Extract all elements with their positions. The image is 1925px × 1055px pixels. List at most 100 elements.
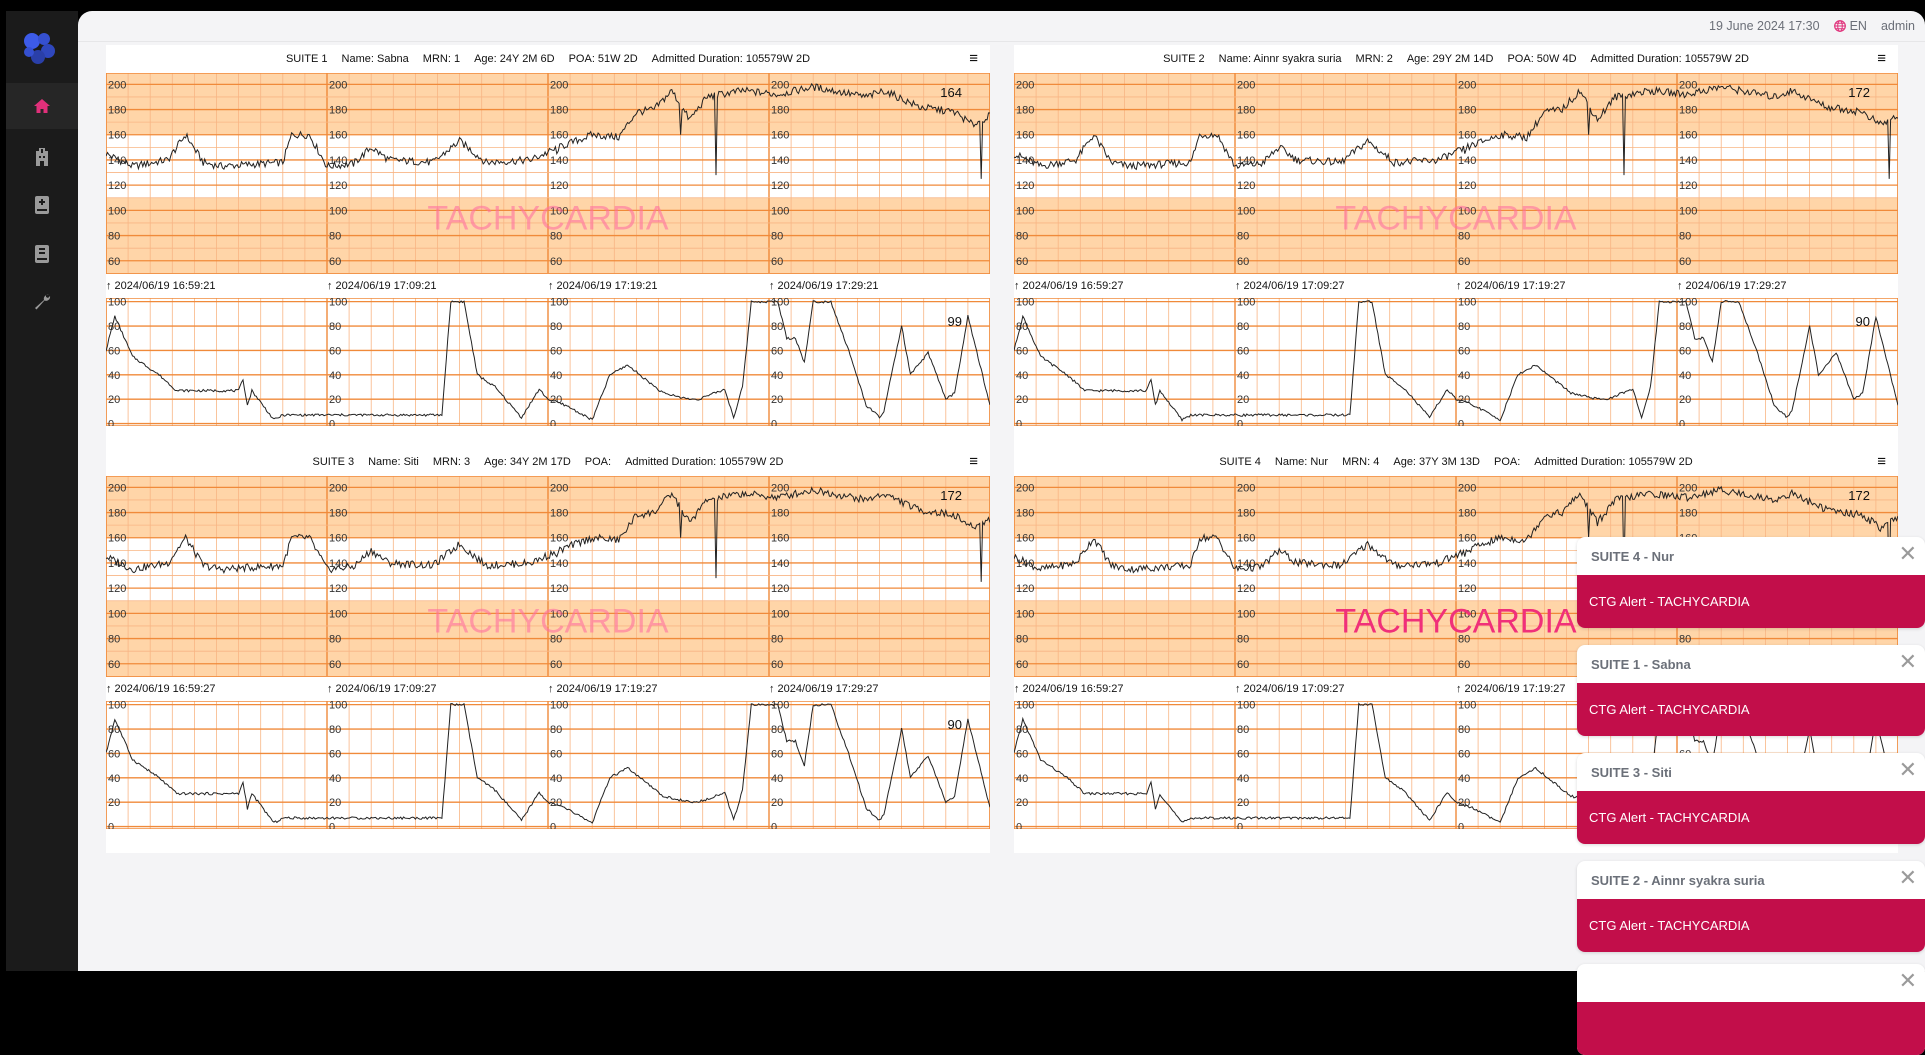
y-tick-label: 120: [329, 583, 347, 595]
y-tick-label: 200: [550, 79, 568, 91]
sidebar-item-book[interactable]: [6, 231, 78, 277]
y-tick-label: 120: [1458, 180, 1476, 192]
alert-watermark: TACHYCARDIA: [427, 199, 668, 237]
y-tick-label: 60: [550, 659, 562, 671]
time-marker: ↑ 2024/06/19 17:29:21: [769, 280, 879, 292]
y-tick-label: 0: [1679, 419, 1685, 426]
notification-message: CTG Alert - TACHYCARDIA: [1577, 575, 1925, 628]
hamburger-menu-icon[interactable]: ≡: [1877, 50, 1886, 67]
y-tick-label: 100: [1016, 608, 1034, 620]
y-tick-label: 100: [771, 608, 789, 620]
y-tick-label: 80: [550, 724, 562, 736]
y-tick-label: 80: [108, 231, 120, 243]
y-tick-label: 160: [550, 533, 568, 545]
notification-message: CTG Alert - TACHYCARDIA: [1577, 683, 1925, 736]
time-markers: ↑ 2024/06/19 16:59:27 ↑ 2024/06/19 17:09:…: [106, 678, 990, 701]
y-tick-label: 200: [1458, 482, 1476, 494]
hamburger-menu-icon[interactable]: ≡: [969, 50, 978, 67]
y-tick-label: 60: [771, 748, 783, 760]
y-tick-label: 80: [1679, 321, 1691, 333]
y-tick-label: 0: [329, 822, 335, 829]
y-tick-label: 40: [1237, 773, 1249, 785]
alert-watermark: TACHYCARDIA: [1335, 602, 1576, 640]
y-tick-label: 120: [329, 180, 347, 192]
sidebar-item-hospital[interactable]: [6, 134, 78, 180]
patient-name: Name: Siti: [368, 456, 419, 468]
time-marker: ↑ 2024/06/19 17:19:27: [1456, 280, 1566, 292]
close-icon[interactable]: ✕: [1898, 865, 1917, 890]
alert-watermark: TACHYCARDIA: [427, 602, 668, 640]
monitor-header: SUITE 4 Name: Nur MRN: 4 Age: 37Y 3M 13D POA…: [1014, 448, 1898, 476]
sidebar-item-home[interactable]: [6, 83, 78, 129]
y-tick-label: 80: [771, 321, 783, 333]
y-tick-label: 100: [1237, 298, 1255, 309]
sidebar-item-medical-records[interactable]: [6, 182, 78, 228]
medical-book-icon: [35, 196, 49, 214]
y-tick-label: 180: [1458, 508, 1476, 520]
y-tick-label: 60: [329, 748, 341, 760]
y-tick-label: 120: [1237, 583, 1255, 595]
alert-notification[interactable]: ✕: [1577, 964, 1925, 1055]
monitor-header: SUITE 2 Name: Ainnr syakra suria MRN: 2 Age…: [1014, 45, 1898, 73]
user-menu[interactable]: admin: [1880, 19, 1915, 33]
y-tick-label: 40: [550, 370, 562, 382]
sidebar-item-settings[interactable]: [6, 279, 78, 325]
alert-notification[interactable]: SUITE 2 - Ainnr syakra suria ✕ CTG Alert -…: [1577, 861, 1925, 952]
y-tick-label: 160: [1237, 533, 1255, 545]
alert-notification[interactable]: SUITE 3 - Siti ✕ CTG Alert - TACHYCARDIA: [1577, 753, 1925, 844]
close-icon[interactable]: ✕: [1898, 541, 1917, 566]
y-tick-label: 40: [550, 773, 562, 785]
hospital-building-icon: [36, 148, 48, 166]
y-tick-label: 60: [550, 345, 562, 357]
time-markers: ↑ 2024/06/19 16:59:21 ↑ 2024/06/19 17:09:…: [106, 275, 990, 298]
y-tick-label: 120: [1679, 180, 1697, 192]
language-label: EN: [1849, 19, 1867, 33]
y-tick-label: 80: [1016, 634, 1028, 646]
uc-trace: [106, 702, 990, 824]
y-tick-label: 140: [329, 558, 347, 570]
y-tick-label: 200: [1237, 482, 1255, 494]
y-tick-label: 20: [1237, 394, 1249, 406]
close-icon[interactable]: ✕: [1898, 649, 1917, 674]
alert-notification[interactable]: SUITE 1 - Sabna ✕ CTG Alert - TACHYCARDIA: [1577, 645, 1925, 736]
y-tick-label: 100: [1679, 205, 1697, 217]
y-tick-label: 180: [1458, 105, 1476, 117]
uc-trace: [106, 300, 990, 421]
patient-poa: POA: 51W 2D: [568, 53, 638, 65]
y-tick-label: 200: [550, 482, 568, 494]
topbar: 19 June 2024 17:30 EN admin: [78, 11, 1925, 42]
y-tick-label: 120: [550, 180, 568, 192]
hamburger-menu-icon[interactable]: ≡: [1877, 453, 1886, 470]
y-tick-label: 140: [771, 558, 789, 570]
y-tick-label: 80: [329, 321, 341, 333]
y-tick-label: 60: [1237, 256, 1249, 268]
y-tick-label: 200: [771, 79, 789, 91]
y-tick-label: 120: [1237, 180, 1255, 192]
y-tick-label: 160: [1458, 533, 1476, 545]
patient-admitted: Admitted Duration: 105579W 2D: [625, 456, 784, 468]
y-tick-label: 40: [771, 773, 783, 785]
y-tick-label: 60: [1237, 345, 1249, 357]
y-tick-label: 80: [329, 724, 341, 736]
hamburger-menu-icon[interactable]: ≡: [969, 453, 978, 470]
fhr-trace: [1014, 84, 1898, 179]
close-icon[interactable]: ✕: [1898, 757, 1917, 782]
y-tick-label: 40: [771, 370, 783, 382]
alert-notification[interactable]: SUITE 4 - Nur ✕ CTG Alert - TACHYCARDIA: [1577, 537, 1925, 628]
close-icon[interactable]: ✕: [1898, 968, 1917, 993]
y-tick-label: 0: [1016, 822, 1022, 829]
fhr-chart: 200 180 160 140 120 100 80 60 200 180 160 140 120 100…: [106, 73, 990, 274]
y-tick-label: 80: [1237, 634, 1249, 646]
y-tick-label: 200: [1679, 79, 1697, 91]
y-tick-label: 60: [108, 659, 120, 671]
y-tick-label: 60: [550, 748, 562, 760]
patient-mrn: MRN: 2: [1355, 53, 1393, 65]
y-tick-label: 140: [771, 155, 789, 167]
language-selector[interactable]: EN: [1833, 19, 1867, 33]
patient-admitted: Admitted Duration: 105579W 2D: [1590, 53, 1749, 65]
patient-suite: SUITE 4: [1219, 456, 1261, 468]
y-tick-label: 60: [1016, 748, 1028, 760]
patient-name: Name: Nur: [1274, 456, 1329, 468]
y-tick-label: 80: [1458, 231, 1470, 243]
y-tick-label: 100: [1458, 298, 1476, 309]
